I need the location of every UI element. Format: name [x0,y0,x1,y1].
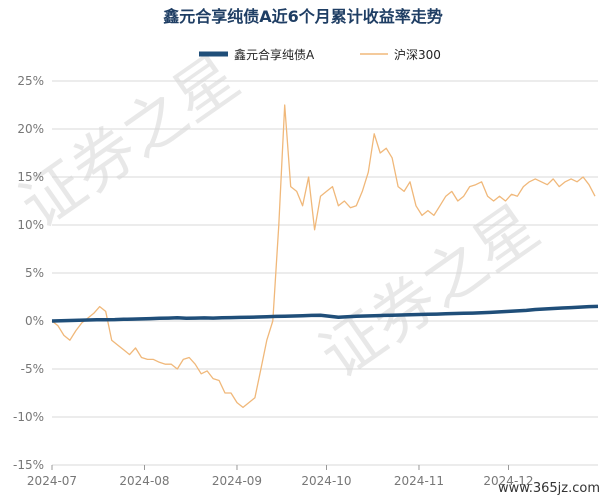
y-axis: 25% 20% 15% 10% 5% 0% -5% -10% -15% [13,74,44,472]
series-line-fund [51,304,599,323]
watermark-text-2: 证券之星 [307,190,552,392]
legend: 鑫元合享纯债A 沪深300 [199,47,441,62]
y-tick-label: -10% [13,410,44,424]
y-tick-label: 25% [17,74,44,88]
series-line-index [51,104,596,409]
series [51,104,599,409]
x-tick-label: 2024-07 [27,474,77,488]
watermark-site: www.365jz.com [498,481,600,496]
grid [52,80,598,466]
legend-label-fund: 鑫元合享纯债A [234,47,315,62]
y-tick-label: 10% [17,218,44,232]
chart-title: 鑫元合享纯债A近6个月累计收益率走势 [162,7,443,26]
x-axis: 2024-07 2024-08 2024-09 2024-10 2024-11 2024-… [27,465,534,488]
x-tick-label: 2024-12 [483,474,533,488]
y-tick-label: -15% [13,458,44,472]
x-tick-label: 2024-09 [212,474,262,488]
watermark-text-1: 证券之星 [7,40,252,242]
y-tick-label: 5% [25,266,44,280]
y-tick-label: 0% [25,314,44,328]
y-tick-label: -5% [21,362,44,376]
x-tick-label: 2024-11 [394,474,444,488]
legend-label-index: 沪深300 [394,48,441,62]
y-tick-label: 15% [17,170,44,184]
x-tick-label: 2024-10 [301,474,351,488]
y-tick-label: 20% [17,122,44,136]
x-tick-label: 2024-08 [119,474,169,488]
